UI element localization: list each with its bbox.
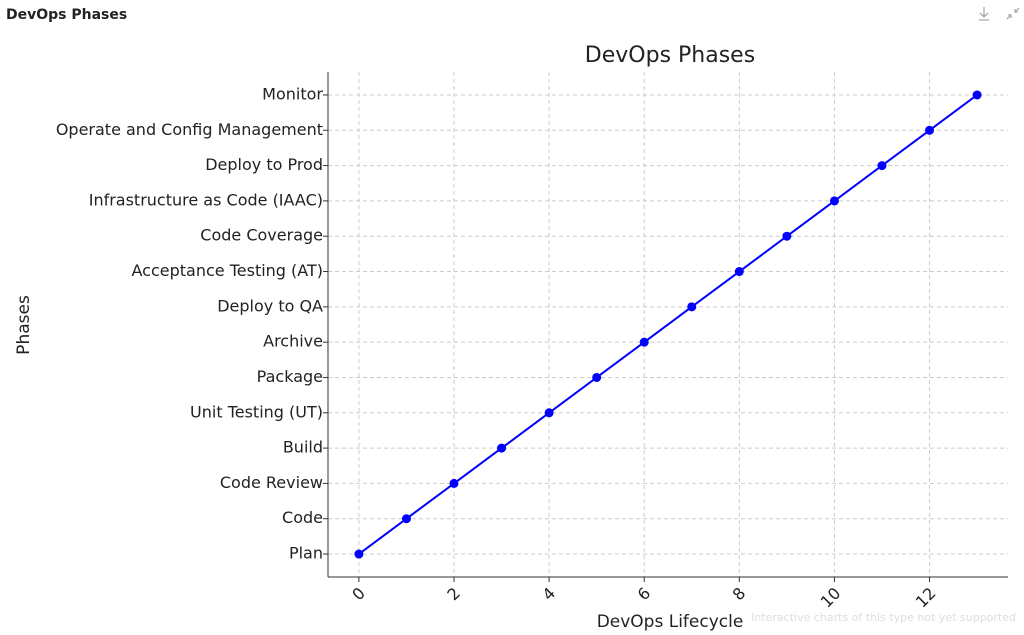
x-tick-label: 2 bbox=[443, 584, 464, 605]
x-tick-label: 10 bbox=[817, 584, 845, 612]
y-tick-label: Code Review bbox=[220, 473, 323, 492]
point bbox=[687, 302, 697, 312]
line bbox=[358, 94, 978, 555]
point bbox=[592, 372, 602, 382]
y-tick-label: Code Coverage bbox=[200, 226, 323, 245]
footer-note: Interactive charts of this type not yet … bbox=[751, 611, 1016, 624]
download-icon[interactable] bbox=[979, 7, 989, 21]
point bbox=[497, 443, 507, 453]
y-axis-label: Phases bbox=[14, 295, 34, 355]
y-tick-label: Infrastructure as Code (IAAC) bbox=[89, 190, 323, 209]
chart-title: DevOps Phases bbox=[585, 43, 755, 68]
y-tick-label: Acceptance Testing (AT) bbox=[132, 261, 324, 280]
y-tick-label: Build bbox=[283, 438, 323, 457]
point bbox=[972, 90, 982, 100]
y-tick-label: Deploy to QA bbox=[217, 296, 323, 315]
point bbox=[449, 478, 459, 488]
point bbox=[544, 408, 554, 418]
x-tick-label: 0 bbox=[348, 584, 369, 605]
point bbox=[877, 161, 887, 171]
point bbox=[925, 125, 935, 135]
y-tick-label: Archive bbox=[263, 332, 323, 351]
y-tick-label: Unit Testing (UT) bbox=[190, 402, 323, 421]
point bbox=[829, 196, 839, 206]
point bbox=[639, 337, 649, 347]
y-tick-label: Monitor bbox=[262, 84, 323, 103]
y-tick-label: Plan bbox=[289, 544, 323, 563]
header-title: DevOps Phases bbox=[6, 7, 127, 23]
collapse-icon[interactable] bbox=[1006, 7, 1020, 20]
y-tick-label: Code bbox=[282, 508, 323, 527]
point bbox=[354, 549, 364, 559]
x-axis-label: DevOps Lifecycle bbox=[597, 612, 744, 632]
point bbox=[734, 267, 744, 277]
y-tick-label: Deploy to Prod bbox=[205, 155, 323, 174]
y-tick-label: Operate and Config Management bbox=[56, 120, 323, 139]
x-tick-label: 4 bbox=[538, 584, 559, 605]
x-tick-label: 8 bbox=[729, 584, 750, 605]
y-tick-label: Package bbox=[257, 367, 323, 386]
x-tick-label: 6 bbox=[634, 584, 655, 605]
point bbox=[782, 231, 792, 241]
x-tick-label: 12 bbox=[912, 584, 940, 612]
point bbox=[401, 514, 411, 524]
